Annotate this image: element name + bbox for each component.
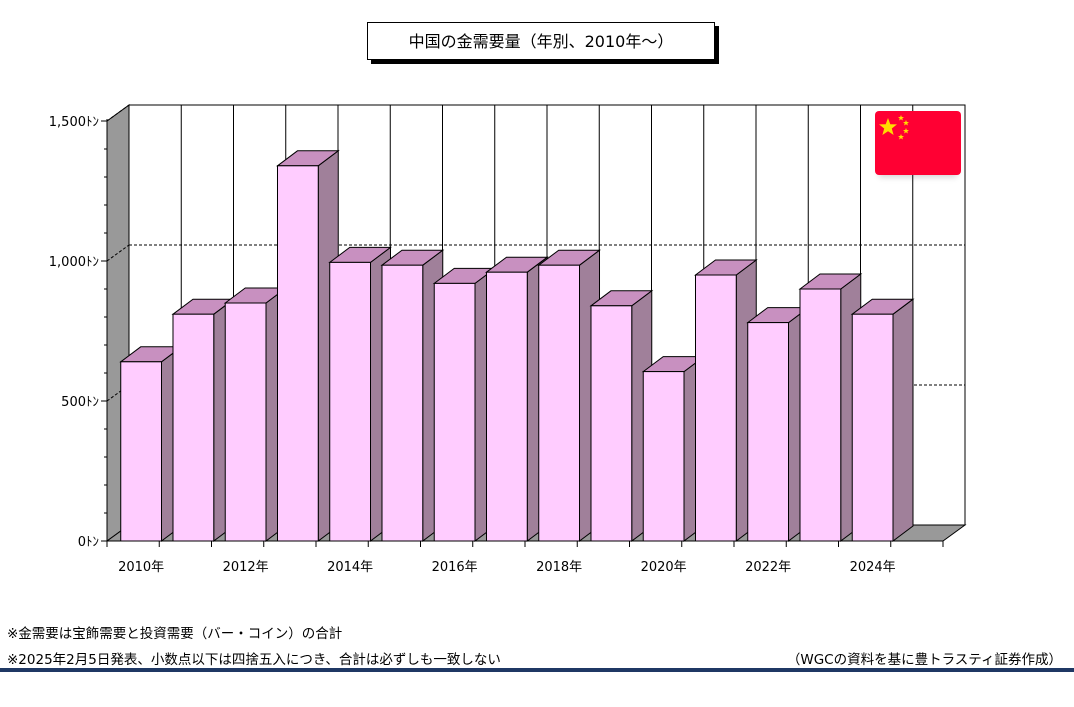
bar-front xyxy=(747,322,790,542)
bar xyxy=(850,298,915,542)
chart-title: 中国の金需要量（年別、2010年～） xyxy=(367,22,715,60)
x-axis: 2010年 2012年 2014年 2016年 2018年 2020年 2022年 2024年 xyxy=(106,540,944,575)
x-tick-label: 2024年 xyxy=(850,560,896,575)
x-tick-label: 2020年 xyxy=(641,560,687,575)
bar-front xyxy=(172,313,215,542)
china-flag-icon xyxy=(875,111,961,175)
bar-front xyxy=(329,261,372,542)
bar xyxy=(223,287,288,542)
bar xyxy=(589,289,654,542)
bar-front xyxy=(224,302,267,542)
bar xyxy=(119,345,184,542)
x-tick-label: 2016年 xyxy=(432,560,478,575)
note-demand-definition: ※金需要は宝飾需要と投資需要（バー・コイン）の合計 xyxy=(7,626,343,642)
y-tick-label: 1,500ﾄﾝ xyxy=(49,115,99,130)
bottom-rule xyxy=(0,668,1074,672)
y-tick-label: 500ﾄﾝ xyxy=(61,395,99,410)
bar-front xyxy=(433,282,476,542)
bar-front xyxy=(694,274,737,542)
bar-front xyxy=(381,264,424,542)
bar-front xyxy=(485,271,528,542)
bar-front xyxy=(120,361,163,542)
bar-side xyxy=(892,298,914,542)
bar-front xyxy=(851,313,894,542)
source-note: （WGCの資料を基に豊トラスティ証券作成） xyxy=(786,652,1062,668)
bar-front xyxy=(799,288,842,542)
y-tick-label: 1,000ﾄﾝ xyxy=(49,255,99,270)
bar xyxy=(380,249,445,542)
x-tick-label: 2014年 xyxy=(327,560,373,575)
bar xyxy=(746,306,811,542)
horizontal-gridline-side xyxy=(106,104,130,122)
x-tick-label: 2010年 xyxy=(118,560,164,575)
bar xyxy=(484,256,549,542)
bar xyxy=(171,298,236,542)
bar-front xyxy=(590,305,633,542)
y-axis: 0ﾄﾝ 500ﾄﾝ 1,000ﾄﾝ 1,500ﾄﾝ xyxy=(49,115,108,550)
x-tick-label: 2012年 xyxy=(223,560,269,575)
bar-front xyxy=(642,371,685,542)
note-rounding: ※2025年2月5日発表、小数点以下は四捨五入につき、合計は必ずしも一致しない xyxy=(7,652,501,668)
bar xyxy=(432,267,497,542)
horizontal-gridline-side xyxy=(106,244,130,262)
bar xyxy=(537,249,602,542)
x-tick-label: 2018年 xyxy=(536,560,582,575)
bar xyxy=(693,259,758,542)
bar-front xyxy=(276,165,319,542)
x-tick-label: 2022年 xyxy=(745,560,791,575)
bar xyxy=(641,355,706,542)
bar xyxy=(275,149,340,542)
bar xyxy=(328,246,393,542)
y-tick-label: 0ﾄﾝ xyxy=(78,535,99,550)
bar-front xyxy=(538,264,581,542)
chart-bars xyxy=(119,149,915,542)
